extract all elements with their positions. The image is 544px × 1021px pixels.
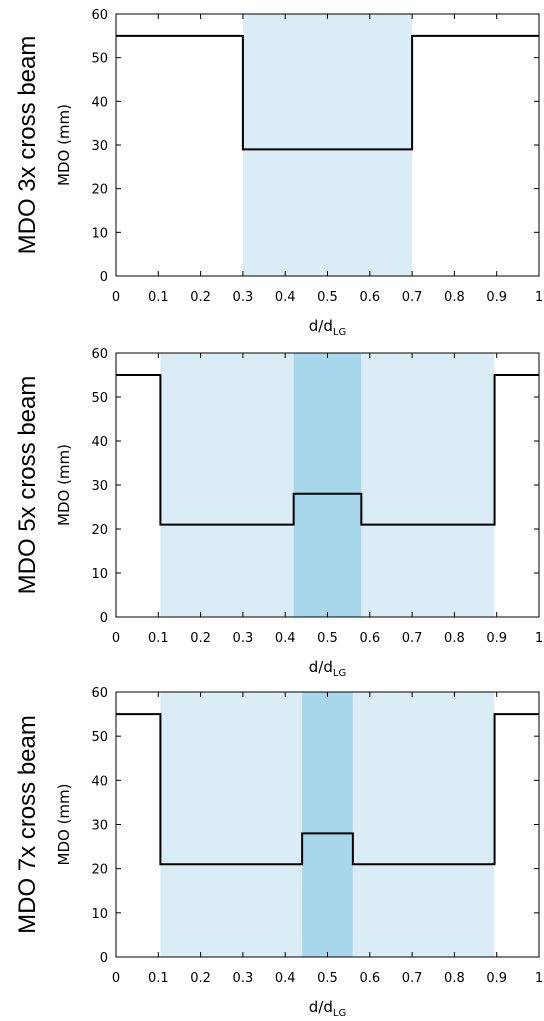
x-tick-label: 0 [112, 290, 120, 305]
series-line [116, 34, 539, 151]
y-tick-label: 20 [91, 863, 108, 878]
x-tick-label: 0.5 [317, 631, 338, 646]
shaded-region [160, 692, 303, 957]
chart-panel-3: 0 0.1 0.2 0.3 0.4 0.5 0.6 0.7 0.8 0.9 101020304050… [14, 686, 543, 1019]
x-tick-label: 0.7 [402, 971, 423, 986]
y-axis-label: MDO (mm) [55, 784, 73, 866]
y-tick-label: 40 [91, 435, 108, 450]
side-label: MDO 3x cross beam [14, 36, 41, 255]
x-tick-label: 0 [112, 631, 120, 646]
side-label: MDO 5x cross beam [14, 376, 41, 595]
y-axis-label: MDO (mm) [55, 444, 73, 526]
y-tick-label: 60 [91, 686, 108, 701]
y-tick-label: 50 [91, 730, 108, 745]
x-tick-label: 0.3 [233, 631, 254, 646]
shaded-region [361, 353, 495, 617]
y-tick-label: 30 [91, 819, 108, 834]
x-tick-label: 0.7 [402, 290, 423, 305]
x-tick-label: 0.2 [190, 290, 211, 305]
x-tick-label: 0.8 [444, 971, 465, 986]
y-tick-label: 40 [91, 774, 108, 789]
x-tick-label: 0.7 [402, 631, 423, 646]
x-tick-label: 0.4 [275, 290, 296, 305]
y-tick-label: 20 [91, 523, 108, 538]
x-tick-label: 0.2 [190, 971, 211, 986]
x-tick-label: 0.1 [148, 290, 169, 305]
x-tick-label: 0.2 [190, 631, 211, 646]
chart-panel-2: 0 0.1 0.2 0.3 0.4 0.5 0.6 0.7 0.8 0.9 101020304050… [14, 347, 543, 679]
x-tick-label: 0.1 [148, 631, 169, 646]
x-tick-label: 0.3 [233, 971, 254, 986]
x-tick-label: 0 [112, 971, 120, 986]
chart-panel-1: 0 0.1 0.2 0.3 0.4 0.5 0.6 0.7 0.8 0.9 101020304050… [14, 8, 543, 338]
y-tick-label: 10 [91, 907, 108, 922]
series-line [116, 374, 539, 526]
x-axis-label: d/dLG [309, 998, 346, 1019]
x-tick-label: 0.5 [317, 971, 338, 986]
x-tick-label: 0.9 [486, 631, 507, 646]
x-tick-label: 0.6 [359, 631, 380, 646]
y-tick-label: 50 [91, 52, 108, 67]
series-line [116, 713, 539, 866]
x-axis-label: d/dLG [309, 658, 346, 679]
y-tick-label: 0 [100, 951, 108, 966]
x-tick-label: 0.3 [233, 290, 254, 305]
x-tick-label: 0.4 [275, 971, 296, 986]
y-tick-label: 40 [91, 95, 108, 110]
y-tick-label: 20 [91, 183, 108, 198]
x-tick-label: 0.8 [444, 631, 465, 646]
x-tick-label: 0.9 [486, 290, 507, 305]
y-tick-label: 60 [91, 8, 108, 23]
y-tick-label: 50 [91, 391, 108, 406]
y-tick-label: 60 [91, 347, 108, 362]
y-tick-label: 0 [100, 611, 108, 626]
x-tick-label: 0.5 [317, 290, 338, 305]
y-tick-label: 10 [91, 567, 108, 582]
y-axis-label: MDO (mm) [55, 104, 73, 186]
x-tick-label: 0.6 [359, 971, 380, 986]
x-axis-label: d/dLG [309, 317, 346, 338]
x-tick-label: 0.6 [359, 290, 380, 305]
shaded-region [160, 353, 294, 617]
shaded-region [242, 14, 413, 276]
shaded-region [352, 692, 495, 957]
x-tick-label: 0.1 [148, 971, 169, 986]
y-tick-label: 30 [91, 139, 108, 154]
x-tick-label: 1 [535, 290, 543, 305]
x-tick-label: 0.8 [444, 290, 465, 305]
x-tick-label: 0.9 [486, 971, 507, 986]
y-tick-label: 30 [91, 479, 108, 494]
shaded-region [293, 353, 362, 617]
x-tick-label: 1 [535, 631, 543, 646]
y-tick-label: 0 [100, 270, 108, 285]
x-tick-label: 0.4 [275, 631, 296, 646]
shaded-region [302, 692, 353, 957]
y-tick-label: 10 [91, 226, 108, 241]
x-tick-label: 1 [535, 971, 543, 986]
side-label: MDO 7x cross beam [14, 715, 41, 934]
